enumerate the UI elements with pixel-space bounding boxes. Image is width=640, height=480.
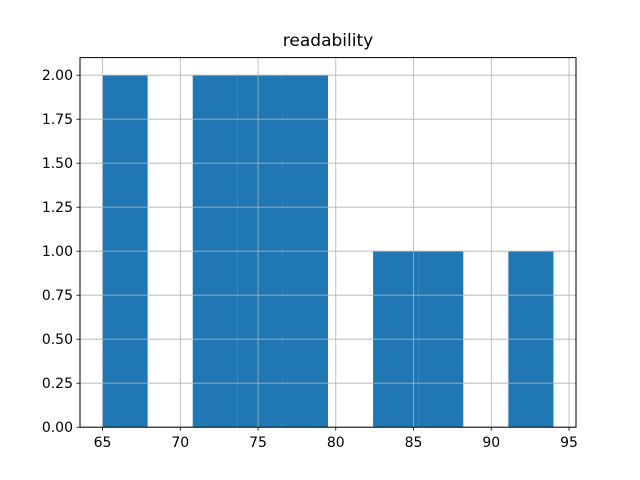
y-tick-label: 0.50 (42, 332, 73, 348)
x-tick-label: 65 (94, 435, 112, 451)
y-tick-label: 1.00 (42, 244, 73, 260)
x-tick-label: 90 (482, 435, 500, 451)
axes-spines (79, 57, 577, 428)
y-tick-label: 0.25 (42, 376, 73, 392)
y-tick-label: 1.75 (42, 112, 73, 128)
x-tick-label: 70 (171, 435, 189, 451)
x-tick-label: 85 (405, 435, 423, 451)
y-tick-label: 1.25 (42, 200, 73, 216)
x-tick-label: 80 (327, 435, 345, 451)
y-tick-label: 0.75 (42, 288, 73, 304)
y-tick-label: 0.00 (42, 420, 73, 436)
x-tick-label: 95 (560, 435, 578, 451)
chart-title: readability (282, 31, 374, 51)
y-tick-label: 2.00 (42, 68, 73, 84)
y-tick-label: 1.50 (42, 156, 73, 172)
x-tick-label: 75 (249, 435, 267, 451)
